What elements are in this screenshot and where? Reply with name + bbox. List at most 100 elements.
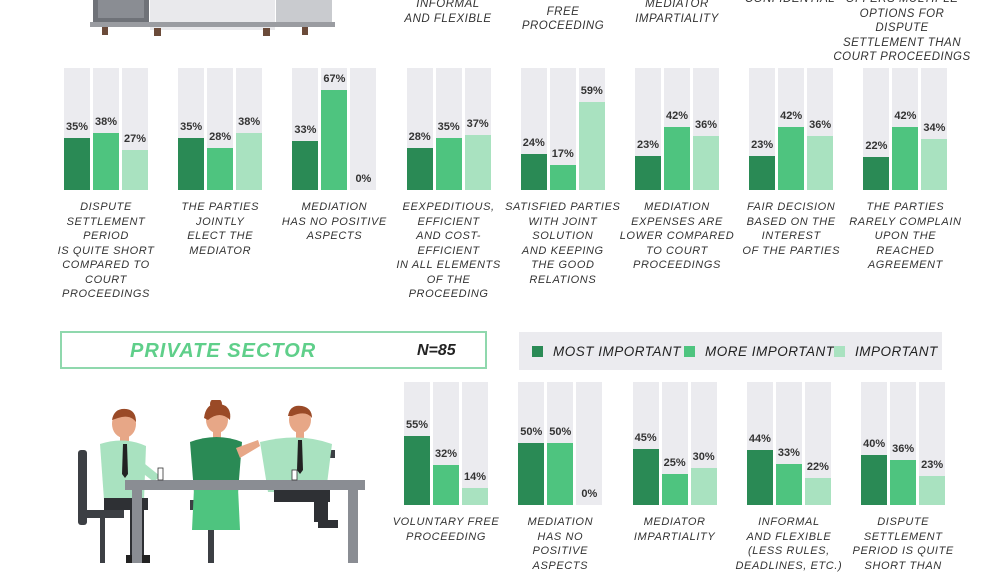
bar-more bbox=[778, 127, 805, 190]
data-label: 42% bbox=[780, 110, 803, 123]
bar-more bbox=[661, 473, 688, 505]
bar-most bbox=[178, 137, 205, 190]
category-label: DISPUTE SETTLEMENT PERIOD IS QUITE SHORT… bbox=[57, 201, 155, 300]
bar-important bbox=[919, 476, 946, 505]
top-label: MEDIATOR IMPARTIALITY bbox=[635, 0, 719, 25]
category-label: MEDIATION HAS NO POSITIVE ASPECTS bbox=[527, 516, 594, 572]
category-label: FAIR DECISION BASED ON THE INTEREST OF T… bbox=[742, 201, 840, 257]
data-label: 17% bbox=[551, 147, 574, 160]
section-title: PRIVATE SECTOR bbox=[130, 340, 317, 362]
data-label: 27% bbox=[123, 132, 147, 145]
bar-most bbox=[635, 155, 661, 190]
data-label: 36% bbox=[694, 119, 718, 132]
bar-important bbox=[804, 477, 831, 505]
data-label: 36% bbox=[892, 443, 915, 455]
legend-label-most: MOST IMPORTANT bbox=[553, 344, 681, 359]
data-label: 42% bbox=[665, 110, 689, 123]
bar-track bbox=[350, 68, 377, 190]
bar-most bbox=[746, 450, 773, 505]
sample-size: N=85 bbox=[417, 342, 456, 359]
category-label: DISPUTE SETTLEMENT PERIOD IS QUITE SHORT… bbox=[852, 516, 954, 572]
data-label: 14% bbox=[463, 470, 487, 483]
legend-swatch-more bbox=[684, 346, 695, 357]
bar-most bbox=[520, 154, 547, 190]
category-label: THE PARTIES RARELY COMPLAIN UPON THE REA… bbox=[849, 201, 962, 271]
category-label: INFORMAL AND FLEXIBLE (LESS RULES, DEADL… bbox=[735, 516, 843, 572]
data-label: 45% bbox=[634, 431, 657, 444]
data-label: 55% bbox=[405, 419, 429, 432]
bar-most bbox=[632, 448, 659, 505]
bar-more bbox=[433, 465, 459, 505]
bar-most bbox=[404, 436, 430, 505]
legend-label-more: MORE IMPORTANT bbox=[705, 344, 835, 359]
bar-more bbox=[892, 127, 919, 190]
bar-important bbox=[462, 487, 488, 505]
bar-more bbox=[890, 460, 917, 505]
category-label: THE PARTIES JOINTLY ELECT THE MEDIATOR bbox=[181, 201, 260, 257]
data-label: 23% bbox=[636, 138, 660, 151]
desk-illustration-top bbox=[90, 0, 335, 36]
data-label: 67% bbox=[323, 72, 346, 85]
legend-swatch-important bbox=[834, 346, 845, 357]
top-label: INFORMAL AND FLEXIBLE bbox=[404, 0, 492, 25]
data-label: 33% bbox=[777, 446, 800, 459]
data-label: 34% bbox=[923, 122, 946, 135]
data-label: 23% bbox=[921, 459, 944, 472]
data-label: 24% bbox=[522, 137, 545, 150]
data-label: 35% bbox=[437, 120, 460, 133]
bar-more bbox=[549, 164, 576, 190]
top-label: OFFERS MULTIPLE OPTIONS FOR DISPUTE SETT… bbox=[833, 0, 971, 63]
legend-swatch-most bbox=[532, 346, 543, 357]
data-label: 44% bbox=[748, 433, 771, 445]
data-label: 0% bbox=[581, 488, 598, 500]
bar-most bbox=[406, 148, 433, 190]
data-label: 50% bbox=[520, 425, 543, 438]
bar-most bbox=[863, 157, 890, 190]
people-at-table-illustration bbox=[78, 400, 365, 563]
bar-most bbox=[292, 140, 319, 190]
category-label: EEXPEDITIOUS, EFFICIENT AND COST-EFFICIE… bbox=[396, 201, 501, 300]
category-label: MEDIATION HAS NO POSITIVE ASPECTS bbox=[281, 201, 387, 242]
bar-important bbox=[807, 136, 834, 190]
data-label: 38% bbox=[238, 116, 261, 129]
data-label: 32% bbox=[434, 448, 458, 460]
bar-important bbox=[578, 101, 605, 190]
category-label: MEDIATION EXPENSES ARE LOWER COMPARED TO… bbox=[619, 201, 735, 271]
bar-important bbox=[122, 149, 148, 190]
bar-track bbox=[462, 382, 488, 505]
legend: MOST IMPORTANT MORE IMPORTANT IMPORTANT bbox=[519, 332, 942, 370]
data-label: 36% bbox=[809, 119, 832, 132]
data-label: 35% bbox=[180, 120, 203, 133]
bar-more bbox=[775, 463, 802, 505]
data-label: 22% bbox=[865, 140, 888, 153]
data-label: 50% bbox=[549, 425, 572, 438]
bar-more bbox=[435, 137, 462, 190]
bar-more bbox=[547, 442, 574, 505]
data-label: 22% bbox=[806, 460, 829, 473]
legend-item-more: MORE IMPORTANT bbox=[684, 344, 835, 359]
bar-most bbox=[749, 155, 776, 190]
bar-most bbox=[64, 137, 90, 190]
legend-item-most: MOST IMPORTANT bbox=[532, 344, 681, 359]
bar-important bbox=[921, 139, 948, 190]
data-label: 37% bbox=[466, 117, 489, 130]
bar-more bbox=[207, 148, 234, 190]
data-label: 0% bbox=[355, 173, 372, 185]
data-label: 35% bbox=[65, 120, 89, 133]
data-label: 23% bbox=[751, 138, 774, 151]
bar-most bbox=[518, 442, 545, 505]
bar-important bbox=[464, 134, 491, 190]
bar-more bbox=[664, 127, 690, 190]
data-label: 59% bbox=[580, 84, 603, 97]
category-label: VOLUNTARY FREE PROCEEDING bbox=[392, 516, 500, 543]
data-label: 28% bbox=[209, 131, 232, 144]
bar-more bbox=[321, 89, 348, 190]
data-label: 38% bbox=[94, 116, 118, 129]
category-label: SATISFIED PARTIES WITH JOINT SOLUTION AN… bbox=[505, 201, 621, 286]
data-label: 30% bbox=[692, 450, 715, 463]
legend-label-important: IMPORTANT bbox=[855, 344, 938, 359]
data-label: 40% bbox=[863, 438, 886, 450]
category-label: MEDIATOR IMPARTIALITY bbox=[633, 516, 716, 543]
data-label: 42% bbox=[894, 110, 917, 123]
bar-most bbox=[861, 455, 888, 505]
